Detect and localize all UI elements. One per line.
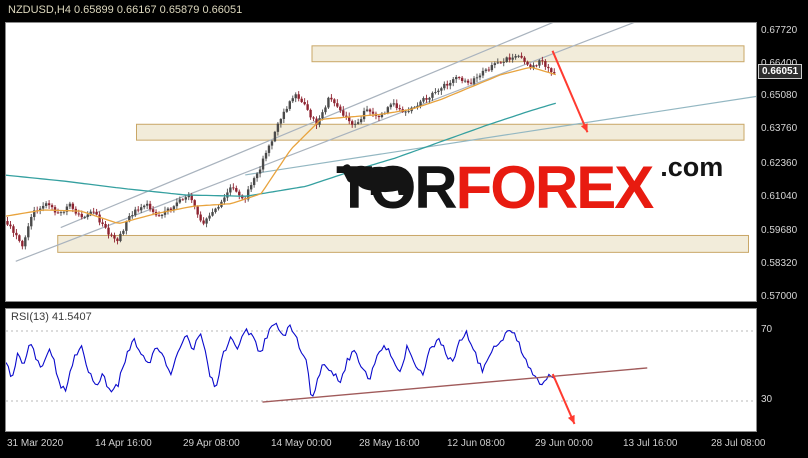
rsi-indicator-label: RSI(13) 41.5407: [11, 311, 92, 323]
support-resistance-zone: [136, 123, 745, 141]
rsi-axis[interactable]: 70 30: [757, 0, 808, 458]
time-axis-label: 28 May 16:00: [359, 438, 420, 449]
price-axis-label: 0.59680: [761, 224, 798, 236]
rsi-trendline: [262, 367, 648, 403]
support-resistance-zone: [57, 234, 749, 253]
support-resistance-zone: [311, 45, 745, 63]
rsi-canvas[interactable]: [6, 309, 756, 431]
watermark-logo: TORFOREX .com: [336, 152, 723, 221]
watermark-com-text: .com: [660, 152, 724, 182]
trendline: [245, 95, 756, 176]
rsi-line: [6, 322, 557, 397]
price-axis-label: 0.66400: [761, 57, 798, 69]
forecast-arrow: [551, 50, 589, 133]
price-axis-label: 0.63760: [761, 123, 798, 135]
time-axis-label: 14 May 00:00: [271, 438, 332, 449]
time-axis[interactable]: 31 Mar 2020 14 Apr 16:00 29 Apr 08:00 14 Ma…: [5, 432, 808, 458]
forecast-arrowhead: [567, 414, 575, 424]
fast-moving-average-line: [6, 66, 556, 224]
current-price-tag: 0.66051: [758, 64, 803, 80]
price-axis-label: 0.62360: [761, 157, 798, 169]
price-axis-label: 0.61040: [761, 190, 798, 202]
time-axis-label: 13 Jul 16:00: [623, 438, 678, 449]
price-axis-label: 0.58320: [761, 258, 798, 270]
rsi-level-label: 70: [761, 324, 773, 335]
price-axis-label: 0.67720: [761, 24, 798, 36]
trendline: [15, 23, 635, 262]
bull-icon: [342, 164, 414, 195]
time-axis-label: 29 Apr 08:00: [183, 438, 240, 449]
price-axis-label: 0.65080: [761, 90, 798, 102]
forecast-arrow: [551, 373, 576, 425]
price-axis[interactable]: 0.66051 0.67720 0.66400 0.65080 0.63760 0.62…: [757, 0, 808, 458]
symbol-quote-line: NZDUSD,H4 0.65899 0.66167 0.65879 0.6605…: [8, 4, 243, 16]
forecast-arrowhead: [580, 123, 588, 133]
watermark-forex-text: FOREX: [455, 154, 655, 221]
price-axis-label: 0.57000: [761, 291, 798, 303]
slow-moving-average-line: [6, 102, 556, 197]
time-axis-label: 12 Jun 08:00: [447, 438, 505, 449]
trendline: [60, 23, 554, 229]
time-axis-label: 31 Mar 2020: [7, 438, 64, 449]
time-axis-label: 29 Jun 00:00: [535, 438, 593, 449]
time-axis-label: 14 Apr 16:00: [95, 438, 152, 449]
candles-canvas[interactable]: [6, 23, 756, 301]
main-price-chart-panel[interactable]: TORFOREX .com: [5, 22, 757, 302]
rsi-level-label: 30: [761, 394, 773, 405]
time-axis-label: 28 Jul 08:00: [711, 438, 766, 449]
rsi-indicator-panel[interactable]: [5, 308, 757, 432]
